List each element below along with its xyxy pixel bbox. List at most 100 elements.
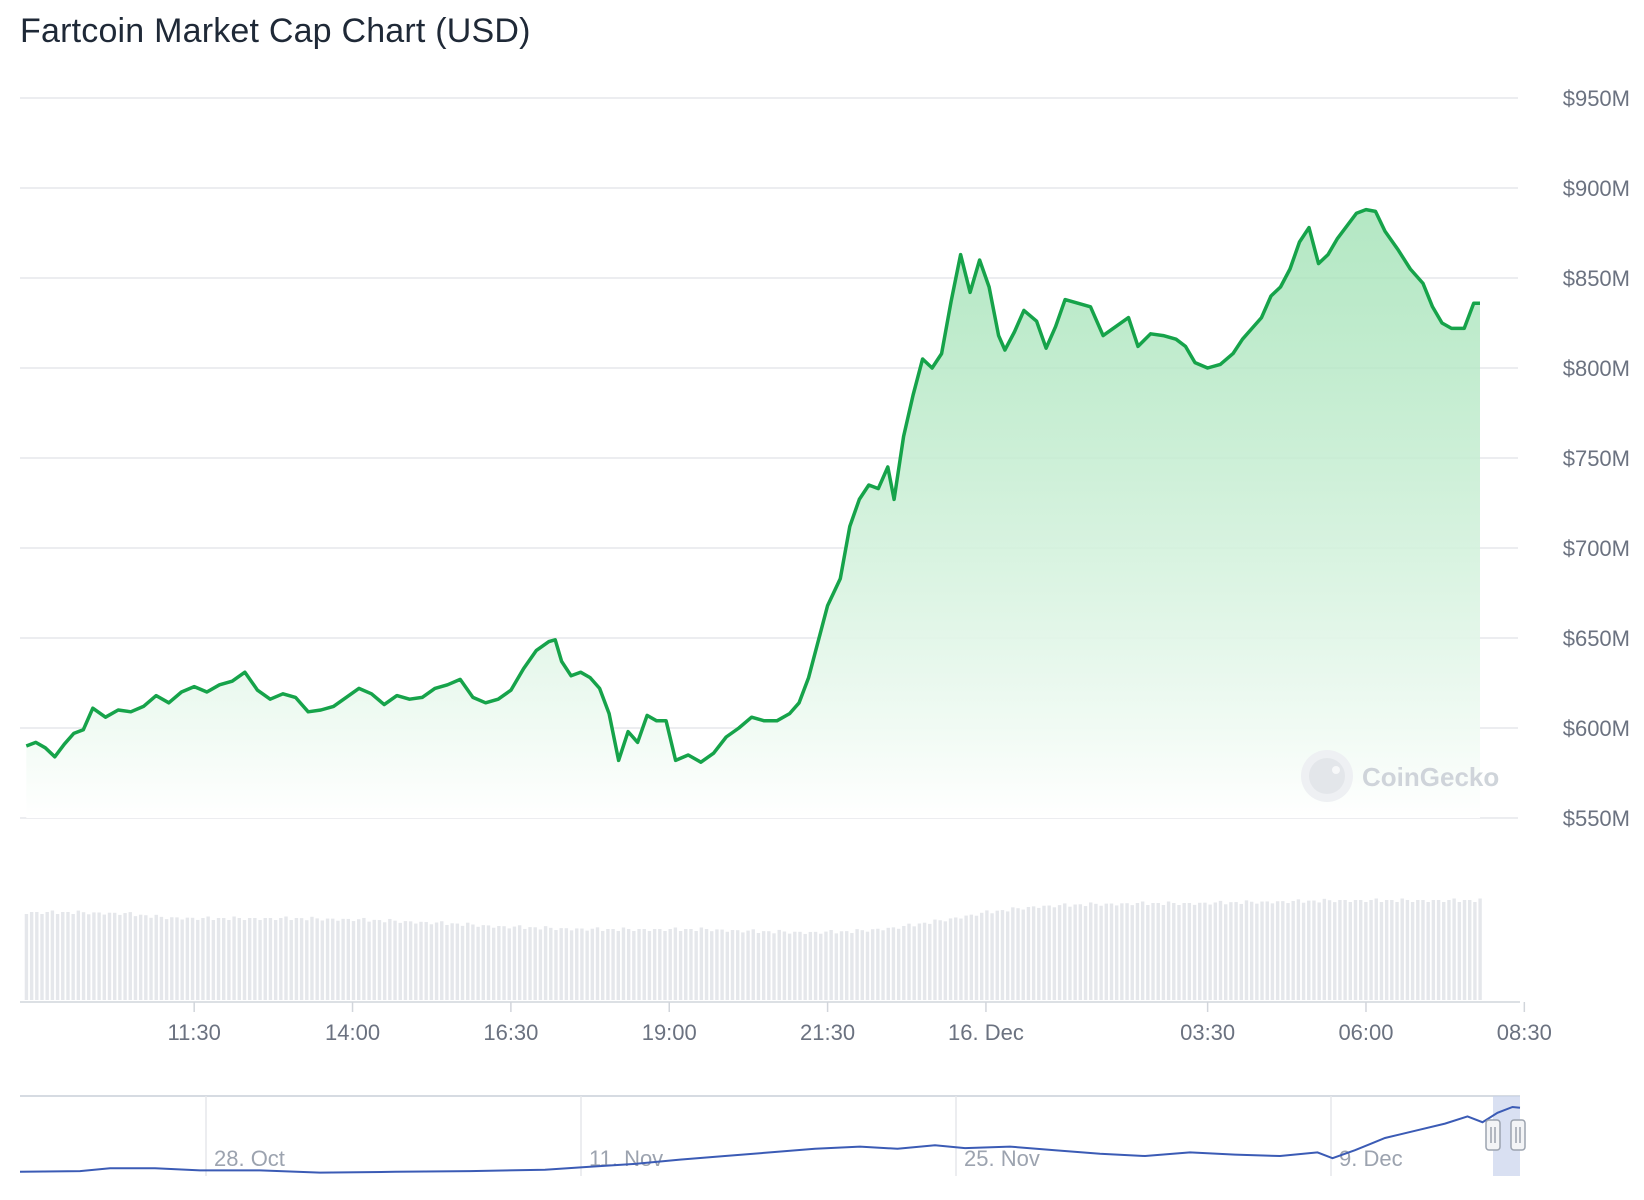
volume-bar (793, 931, 797, 1000)
volume-bar (860, 930, 864, 1000)
volume-bar (554, 930, 558, 1000)
volume-bar (45, 912, 49, 1000)
volume-bar (756, 933, 761, 1000)
volume-bar (211, 920, 216, 1000)
navigator-date-label: 9. Dec (1339, 1146, 1403, 1171)
volume-bar (974, 915, 979, 1000)
volume-bar (523, 928, 527, 1000)
x-axis: 11:30 14:00 16:30 19:00 21:30 16. Dec 03:30 06:… (20, 1001, 1552, 1045)
volume-bar (92, 912, 96, 1000)
volume-bar (242, 920, 247, 1000)
volume-bar (268, 918, 273, 1000)
y-axis: $950M $900M $850M $800M $750M $700M $650M $600M… (1563, 86, 1630, 831)
volume-bar (751, 929, 755, 1000)
volume-bar (1421, 900, 1425, 1000)
volume-bar (1364, 902, 1368, 1000)
volume-bar (414, 923, 418, 1000)
volume-bar (279, 918, 283, 1000)
navigator-left-handle[interactable] (1485, 1119, 1501, 1151)
volume-bar (419, 921, 423, 1000)
volume-bar (196, 919, 200, 1000)
volume-bar (741, 932, 745, 1000)
volume-bar (907, 923, 911, 1000)
volume-bar (881, 930, 885, 1000)
volume-bar (512, 926, 517, 1000)
volume-bar (632, 931, 636, 1000)
volume-bar (1265, 901, 1269, 1000)
volume-bar (990, 913, 994, 1000)
volume-bar (434, 922, 439, 1000)
volume-bar (201, 918, 205, 1000)
volume-bar (1234, 902, 1238, 1000)
volume-bar (902, 925, 906, 1000)
volume-bar (1333, 902, 1337, 1000)
volume-bar (1312, 900, 1316, 1000)
volume-bar (850, 933, 854, 1000)
volume-bar (388, 918, 392, 1000)
volume-bar (40, 914, 44, 1000)
navigator-right-handle[interactable] (1510, 1119, 1526, 1151)
volume-bar (507, 928, 511, 1000)
range-navigator[interactable]: 28. Oct 11. Nov 25. Nov 9. Dec (19, 1095, 1526, 1176)
volume-bar (460, 925, 465, 1000)
volume-bar (761, 931, 766, 1000)
volume-bar (294, 918, 299, 1000)
volume-bar (684, 929, 688, 1000)
volume-bar (1431, 900, 1436, 1000)
volume-bar (289, 920, 293, 1000)
volume-bar (1063, 903, 1067, 1000)
volume-bar (170, 917, 174, 1000)
volume-bar (824, 931, 828, 1000)
volume-bar (969, 914, 974, 1000)
volume-bar (1260, 901, 1264, 1000)
volume-bar (1031, 906, 1036, 1000)
volume-bar (1447, 900, 1451, 1000)
volume-bar (1426, 902, 1430, 1000)
volume-bar (601, 930, 605, 1000)
volume-bar (97, 912, 101, 1000)
volume-bar (299, 918, 304, 1000)
volume-bar (1208, 904, 1212, 1000)
volume-bar (647, 931, 652, 1000)
x-tick-label: 14:00 (325, 1020, 380, 1045)
volume-bar (538, 929, 543, 1000)
volume-bar (331, 918, 335, 1000)
volume-bar (284, 916, 288, 1000)
volume-bar (222, 918, 226, 1000)
volume-bar (1005, 911, 1010, 1000)
volume-bar (1275, 901, 1280, 1000)
volume-bar (710, 931, 714, 1000)
volume-bar (185, 917, 190, 1000)
volume-bar (1338, 900, 1342, 1000)
market-cap-line[interactable] (25, 207, 1480, 764)
volume-bars (24, 898, 1482, 1000)
volume-bar (658, 929, 662, 1000)
y-tick-label: $550M (1563, 806, 1630, 831)
volume-bar (1109, 903, 1114, 1000)
volume-bar (486, 925, 491, 1000)
volume-bar (1317, 902, 1321, 1000)
volume-bar (403, 921, 408, 1000)
volume-bar (1037, 907, 1041, 1000)
x-tick-label: 21:30 (800, 1020, 855, 1045)
volume-bar (870, 929, 875, 1000)
y-tick-label: $900M (1563, 176, 1630, 201)
x-tick-label: 11:30 (167, 1020, 220, 1045)
volume-bar (206, 916, 210, 1000)
volume-bar (133, 916, 138, 1000)
volume-bar (76, 910, 81, 1000)
volume-bar (1307, 900, 1311, 1000)
volume-bar (637, 929, 641, 1000)
volume-bar (1379, 902, 1384, 1000)
volume-bar (891, 927, 896, 1000)
volume-bar (1255, 903, 1259, 1000)
volume-bar (938, 920, 942, 1000)
volume-bar (948, 918, 953, 1000)
volume-bar (933, 919, 937, 1000)
x-tick-label: 03:30 (1180, 1020, 1235, 1045)
volume-bar (699, 927, 704, 1000)
volume-bar (1166, 901, 1171, 1000)
volume-bar (1462, 900, 1467, 1000)
volume-bar (112, 912, 117, 1000)
